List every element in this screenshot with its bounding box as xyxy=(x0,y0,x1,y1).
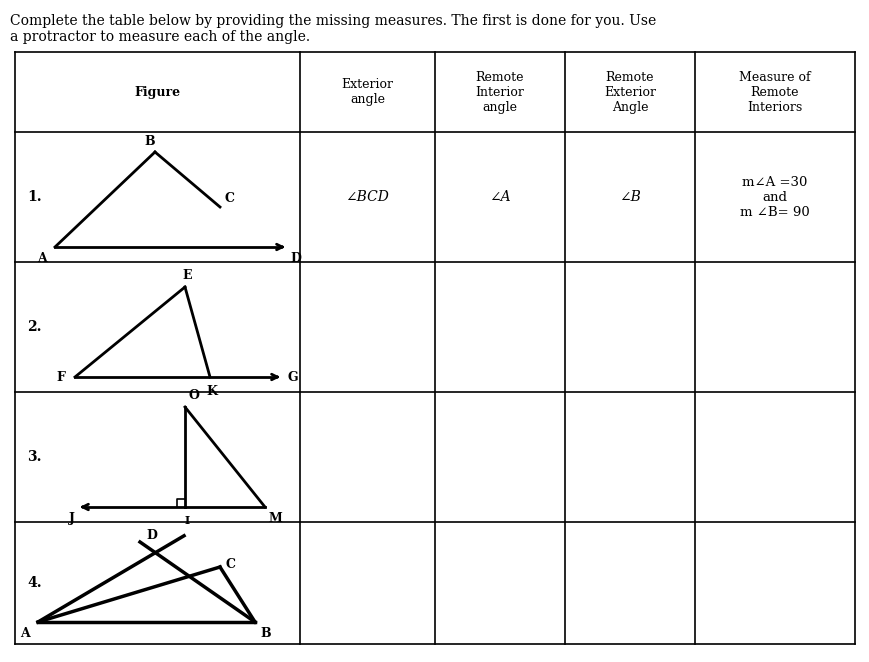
Text: I: I xyxy=(184,515,189,526)
Text: 2.: 2. xyxy=(27,320,42,334)
Text: 3.: 3. xyxy=(27,450,42,464)
Text: Remote
Interior
angle: Remote Interior angle xyxy=(475,70,524,113)
Text: M: M xyxy=(269,512,282,525)
Text: B: B xyxy=(144,135,156,148)
Text: Figure: Figure xyxy=(135,85,181,99)
Text: O: O xyxy=(188,389,199,402)
Text: 1.: 1. xyxy=(27,190,42,204)
Text: Remote
Exterior
Angle: Remote Exterior Angle xyxy=(604,70,656,113)
Text: F: F xyxy=(56,371,65,383)
Text: ∠A: ∠A xyxy=(489,190,511,204)
Text: ∠B: ∠B xyxy=(619,190,641,204)
Text: D: D xyxy=(146,529,157,542)
Text: B: B xyxy=(260,627,270,640)
Text: G: G xyxy=(287,371,297,383)
Text: Complete the table below by providing the missing measures. The first is done fo: Complete the table below by providing th… xyxy=(10,14,656,44)
Text: 4.: 4. xyxy=(27,576,42,590)
Text: ∠BCD: ∠BCD xyxy=(346,190,389,204)
Text: A: A xyxy=(20,627,30,640)
Text: A: A xyxy=(37,252,47,265)
Text: C: C xyxy=(224,192,234,205)
Text: D: D xyxy=(290,252,301,265)
Text: m∠A =30
and
m ∠B= 90: m∠A =30 and m ∠B= 90 xyxy=(740,175,810,218)
Text: J: J xyxy=(70,512,75,525)
Text: E: E xyxy=(182,269,192,282)
Text: Measure of
Remote
Interiors: Measure of Remote Interiors xyxy=(740,70,811,113)
Text: K: K xyxy=(207,385,217,398)
Text: C: C xyxy=(225,559,235,571)
Text: Exterior
angle: Exterior angle xyxy=(342,78,394,106)
